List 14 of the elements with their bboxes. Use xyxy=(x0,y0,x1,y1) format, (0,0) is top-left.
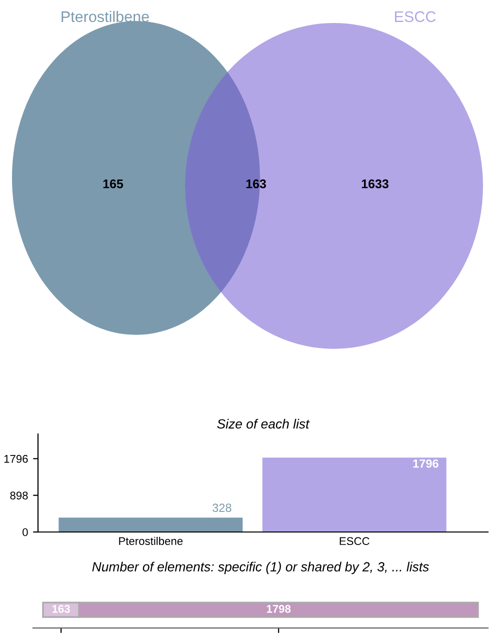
data-label: 165 xyxy=(103,179,124,188)
text: ESCC xyxy=(395,11,436,22)
data-label: 163 xyxy=(246,179,266,188)
chart-title: Number of elements: specific (1) or shared by 2, 3, ... lists xyxy=(92,562,429,574)
y-tick-label: 898 xyxy=(10,492,28,500)
data-label: 1796 xyxy=(413,459,438,468)
text: Pterostilbene xyxy=(62,10,149,22)
data-label: 1633 xyxy=(362,179,388,188)
data-label: 1798 xyxy=(266,604,291,613)
chart-title: Size of each list xyxy=(217,418,310,429)
y-tick-label: 0 xyxy=(22,528,28,536)
data-label: 328 xyxy=(212,504,232,512)
y-tick-label: 1796 xyxy=(4,454,28,463)
data-label: 163 xyxy=(52,604,70,613)
